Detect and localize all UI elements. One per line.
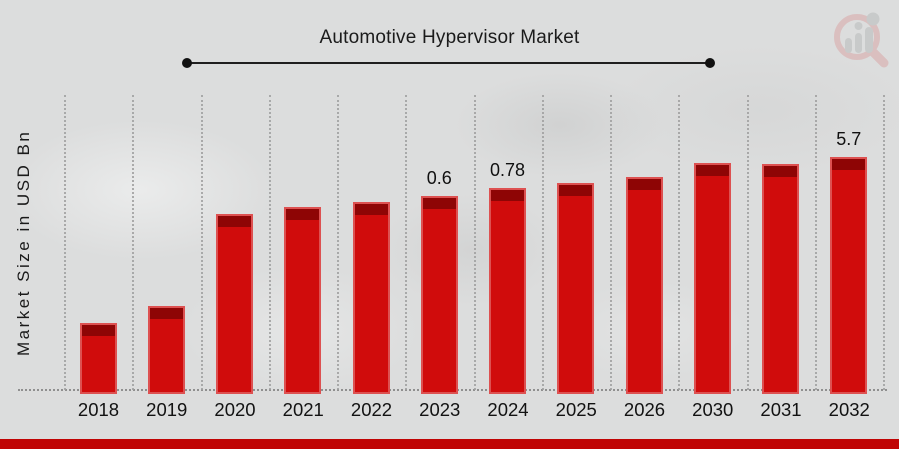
x-tick-label-2022: 2022 [350,399,393,420]
data-label-2023: 0.6 [426,168,452,188]
bar-cap [81,325,115,336]
vertical-gridline [814,95,817,390]
bar-2025 [557,183,595,394]
vertical-gridline [883,95,885,390]
bar-cap [627,179,661,190]
x-tick-label-2020: 2020 [214,399,256,420]
title-underline [182,58,715,68]
underline-right-dot [705,58,715,68]
bar-2020 [216,214,254,394]
underline-left-dot [182,58,192,68]
bar-2021 [284,207,322,394]
bar-2022 [352,202,390,394]
data-label-2032: 5.7 [836,129,862,149]
bar-2024 [489,188,527,394]
x-tick-label-2030: 2030 [692,399,734,420]
vertical-gridline [610,95,612,390]
x-tick-label-2018: 2018 [77,399,120,420]
bar-cap [764,166,798,177]
bar-2032 [830,157,868,394]
bar-2023 [420,196,458,394]
bar-cap [218,216,252,227]
vertical-gridline [200,95,203,390]
x-tick-label-2032: 2032 [828,399,870,420]
magnifier-bar-chart-icon [834,12,889,68]
x-tick-label-2021: 2021 [282,399,324,420]
vertical-gridline [746,95,749,390]
x-tick-label-2023: 2023 [419,399,461,420]
vertical-gridline [337,95,339,390]
bar-2031 [762,164,800,394]
x-tick-label-2031: 2031 [760,399,802,420]
bar-cap [422,198,456,209]
chart-title: Automotive Hypervisor Market [319,27,580,48]
vertical-gridline [64,95,66,390]
bar-2019 [147,306,185,394]
vertical-gridline [405,95,408,390]
vertical-gridline [268,95,271,390]
vertical-gridline [473,95,476,390]
vertical-gridline [678,95,681,390]
bar-2018 [79,323,117,394]
x-tick-label-2019: 2019 [146,399,188,420]
bar-cap [491,190,525,201]
bar-2026 [625,177,663,394]
bar-cap [354,204,388,215]
bar-cap [286,209,320,220]
x-tick-label-2026: 2026 [623,399,666,420]
vertical-gridline [132,95,135,390]
bar-cap [149,308,183,319]
data-label-2024: 0.78 [489,160,526,180]
bar-cap [559,185,593,196]
bar-cap [832,159,866,170]
x-tick-label-2025: 2025 [555,399,597,420]
bar-cap [695,165,729,176]
bar-2030 [693,163,731,394]
vertical-gridline [541,95,544,390]
footer-accent-bar [0,439,899,449]
x-tick-label-2024: 2024 [487,399,529,420]
